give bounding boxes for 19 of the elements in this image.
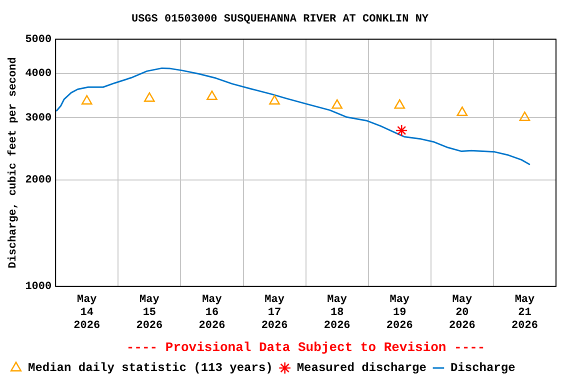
legend-label: Median daily statistic (113 years)	[28, 361, 273, 376]
x-tick-label: May 21 2026	[512, 294, 538, 332]
x-tick-label: May 16 2026	[198, 294, 226, 332]
x-tick-label: May 20 2026	[448, 294, 476, 332]
y-tick-label: 1000	[25, 281, 52, 294]
x-tick-label: May 15 2026	[136, 294, 163, 332]
y-axis-title: Discharge, cubic feet per second	[6, 57, 20, 268]
x-tick-label: May 18 2026	[324, 294, 350, 332]
y-tick-label: 2000	[25, 174, 52, 187]
text: ---- Provisional Data Subject to Revision ----	[126, 340, 486, 355]
legend-label: Discharge	[450, 361, 516, 376]
y-tick-label: 3000	[25, 112, 52, 124]
y-tick-label: 4000	[25, 68, 52, 80]
x-tick-label: May 17 2026	[261, 294, 288, 332]
chart-title: USGS 01503000 SUSQUEHANNA RIVER AT CONKLIN NY	[131, 13, 429, 26]
y-tick-label: 5000	[25, 34, 52, 46]
x-tick-label: May 19 2026	[386, 294, 413, 332]
legend-label: Measured discharge	[296, 361, 426, 376]
x-tick-label: May 14 2026	[74, 294, 100, 332]
